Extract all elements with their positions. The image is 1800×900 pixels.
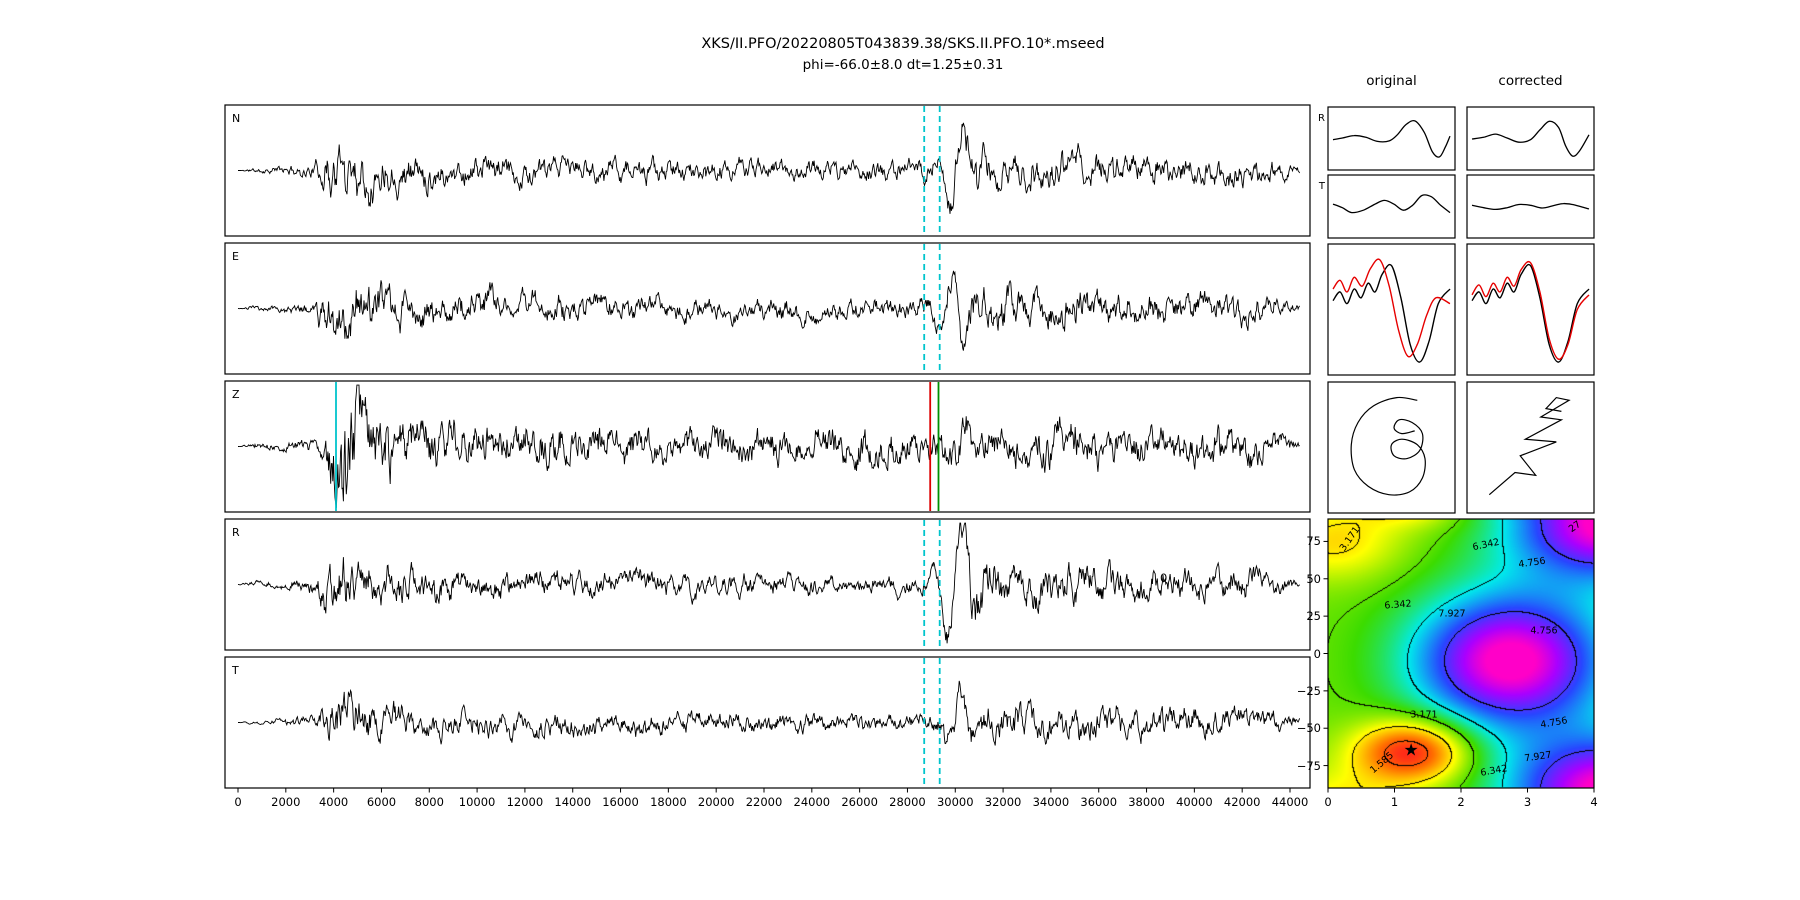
x-tick-label: 2000 <box>271 795 301 809</box>
overlay-corrected-aligned-trace <box>1471 260 1590 360</box>
overlay-original-shifted-trace <box>1332 258 1451 358</box>
x-tick-label: 32000 <box>984 795 1022 809</box>
energy-map-y-tick-label: −50 <box>1296 721 1321 736</box>
waveform-trace-T <box>238 680 1301 746</box>
small-row-label-T: T <box>1318 181 1326 192</box>
x-tick-label: 8000 <box>414 795 444 809</box>
panel-border-T <box>224 656 1311 789</box>
panel-label-R: R <box>232 526 240 539</box>
contour-label: 3.171 <box>1410 709 1438 721</box>
x-tick-label: 28000 <box>889 795 926 809</box>
small-R-original-trace <box>1332 119 1451 158</box>
waveform-trace-Z <box>238 384 1300 508</box>
x-tick-label: 36000 <box>1080 795 1118 809</box>
panel-label-E: E <box>232 250 239 263</box>
energy-map-y-tick-label: 75 <box>1306 534 1321 549</box>
contour-label: 6.342 <box>1383 598 1413 612</box>
waveform-trace-E <box>237 270 1300 351</box>
x-tick-label: 12000 <box>506 795 544 809</box>
small-row-label-R: R <box>1318 113 1325 124</box>
column-header-corrected: corrected <box>1498 73 1563 89</box>
small-T-corrected-trace <box>1471 202 1590 211</box>
x-tick-label: 34000 <box>1032 795 1070 809</box>
overlay-original-data-trace <box>1332 263 1451 363</box>
hodogram-original-trace <box>1350 396 1426 496</box>
x-tick-label: 0 <box>234 795 242 809</box>
contour-label: 7.927 <box>1438 608 1466 620</box>
x-tick-label: 38000 <box>1128 795 1165 809</box>
small-T-original-trace <box>1332 194 1451 214</box>
best-solution-star: ★ <box>1403 740 1419 761</box>
panel-label-T: T <box>231 664 239 677</box>
x-tick-label: 20000 <box>697 795 735 809</box>
energy-map-extra-zero-label: 0 <box>1160 571 1168 585</box>
energy-map-y-tick-label: −25 <box>1296 683 1321 698</box>
waveform-trace-N <box>238 122 1300 214</box>
x-tick-label: 40000 <box>1176 795 1213 809</box>
overlay-corrected-data-trace <box>1471 263 1590 363</box>
x-tick-label: 30000 <box>936 795 974 809</box>
column-header-original: original <box>1366 73 1417 89</box>
panel-border-R <box>224 518 1311 651</box>
small-panel-border-T-original <box>1327 174 1456 239</box>
contour-label: 4.756 <box>1530 625 1558 637</box>
panel-border-Z <box>224 380 1311 513</box>
x-tick-label: 22000 <box>745 795 783 809</box>
x-tick-label: 14000 <box>554 795 592 809</box>
energy-map-x-tick-label: 2 <box>1457 795 1465 809</box>
x-tick-label: 6000 <box>366 795 397 809</box>
energy-map-y-tick-label: −75 <box>1296 758 1321 773</box>
energy-map-heatmap <box>1328 519 1594 788</box>
x-tick-label: 10000 <box>458 795 496 809</box>
x-tick-label: 42000 <box>1223 795 1261 809</box>
panel-label-N: N <box>232 112 240 125</box>
panel-border-N <box>224 104 1311 237</box>
energy-map-x-tick-label: 4 <box>1590 795 1598 809</box>
panel-label-Z: Z <box>232 388 240 401</box>
overlay-panel-border-original <box>1327 243 1456 376</box>
x-tick-label: 18000 <box>650 795 687 809</box>
energy-map-y-tick-label: 50 <box>1306 571 1321 586</box>
figure-title: XKS/II.PFO/20220805T043839.38/SKS.II.PFO… <box>701 36 1105 52</box>
small-panel-border-R-original <box>1327 106 1456 171</box>
energy-map-x-tick-label: 1 <box>1390 795 1399 809</box>
overlay-panel-border-corrected <box>1466 243 1595 376</box>
small-panel-border-T-corrected <box>1466 174 1595 239</box>
energy-map-x-tick-label: 3 <box>1523 795 1532 809</box>
energy-map-x-tick-label: 0 <box>1324 795 1332 809</box>
energy-map-y-tick-label: 25 <box>1306 609 1321 624</box>
energy-map-y-tick-label: 0 <box>1313 646 1321 661</box>
figure-subtitle: phi=-66.0±8.0 dt=1.25±0.31 <box>802 57 1004 73</box>
panel-border-E <box>224 242 1311 375</box>
waveform-trace-R <box>237 522 1300 644</box>
hodogram-panel-border-original <box>1327 381 1456 514</box>
small-panel-border-R-corrected <box>1466 106 1595 171</box>
x-tick-label: 24000 <box>793 795 831 809</box>
x-tick-label: 16000 <box>602 795 639 809</box>
x-tick-label: 26000 <box>841 795 878 809</box>
small-R-corrected-trace <box>1471 120 1590 157</box>
x-tick-label: 4000 <box>318 795 349 809</box>
x-tick-label: 44000 <box>1271 795 1309 809</box>
hodogram-corrected-trace <box>1488 396 1571 496</box>
hodogram-panel-border-corrected <box>1466 381 1595 514</box>
